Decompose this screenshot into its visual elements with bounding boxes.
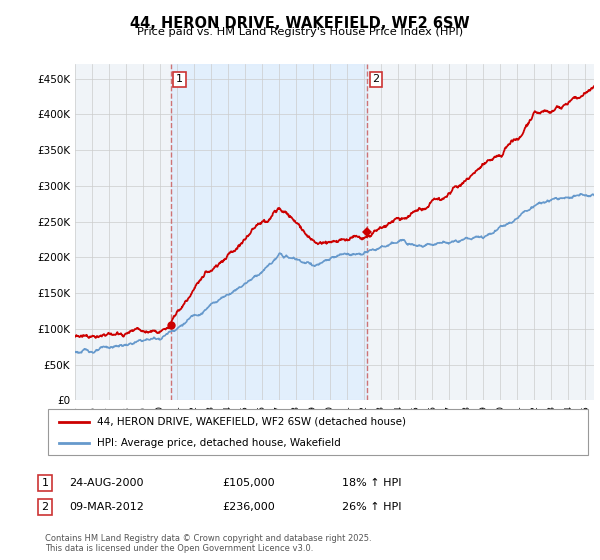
Text: 18% ↑ HPI: 18% ↑ HPI xyxy=(342,478,401,488)
Text: 1: 1 xyxy=(41,478,49,488)
Text: 44, HERON DRIVE, WAKEFIELD, WF2 6SW (detached house): 44, HERON DRIVE, WAKEFIELD, WF2 6SW (det… xyxy=(97,417,406,427)
FancyBboxPatch shape xyxy=(48,409,588,455)
Bar xyxy=(171,64,367,400)
Text: HPI: Average price, detached house, Wakefield: HPI: Average price, detached house, Wake… xyxy=(97,438,340,448)
Text: £105,000: £105,000 xyxy=(222,478,275,488)
Text: 26% ↑ HPI: 26% ↑ HPI xyxy=(342,502,401,512)
Text: Contains HM Land Registry data © Crown copyright and database right 2025.
This d: Contains HM Land Registry data © Crown c… xyxy=(45,534,371,553)
Text: 1: 1 xyxy=(176,74,183,85)
Text: 2: 2 xyxy=(373,74,380,85)
Text: Price paid vs. HM Land Registry's House Price Index (HPI): Price paid vs. HM Land Registry's House … xyxy=(137,27,463,37)
Text: 09-MAR-2012: 09-MAR-2012 xyxy=(69,502,144,512)
Text: £236,000: £236,000 xyxy=(222,502,275,512)
Text: 44, HERON DRIVE, WAKEFIELD, WF2 6SW: 44, HERON DRIVE, WAKEFIELD, WF2 6SW xyxy=(130,16,470,31)
Text: 2: 2 xyxy=(41,502,49,512)
Text: 24-AUG-2000: 24-AUG-2000 xyxy=(69,478,143,488)
